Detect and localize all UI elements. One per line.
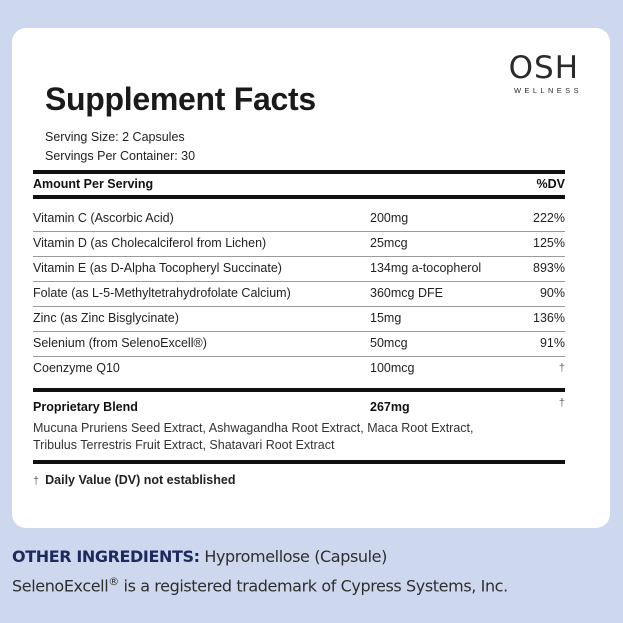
nutrient-name: Zinc (as Zinc Bisglycinate) [33,311,179,325]
table-row: Vitamin C (Ascorbic Acid) 200mg 222% [33,206,565,231]
divider [33,306,565,307]
table-row: Selenium (from SelenoExcell®) 50mcg 91% [33,331,565,356]
trademark-brand: SelenoExcell [12,576,109,596]
divider-thick [33,195,565,199]
table-row: Coenzyme Q10 100mcg † [33,356,565,381]
table-header: Amount Per Serving %DV [33,172,565,197]
nutrient-amount: 360mcg DFE [370,286,443,300]
brand-name: OSH [508,50,579,86]
trademark-text: is a registered trademark of Cypress Sys… [118,576,509,596]
other-ingredients: OTHER INGREDIENTS: Hypromellose (Capsule… [12,544,508,569]
blend-name: Proprietary Blend [33,400,138,414]
nutrient-dv: 91% [539,336,565,350]
divider-thick [33,170,565,174]
dagger-icon: † [33,475,40,487]
nutrient-dv: 125% [533,236,565,250]
serving-info: Serving Size: 2 Capsules Servings Per Co… [45,128,195,166]
amount-per-serving-label: Amount Per Serving [33,177,154,191]
nutrient-dv: 90% [539,286,565,300]
footnote: † Daily Value (DV) not established [33,473,235,487]
divider [33,231,565,232]
other-ingredients-value: Hypromellose (Capsule) [199,547,387,566]
blend-ingredients: Mucuna Pruriens Seed Extract, Ashwagandh… [33,420,533,454]
blend-ingredients-line: Tribulus Terrestris Fruit Extract, Shata… [33,438,335,452]
divider [33,331,565,332]
nutrient-amount: 50mcg [370,336,408,350]
nutrient-amount: 134mg a-tocopherol [370,261,482,275]
dagger-icon: † [558,362,565,374]
brand-logo: OSH WELLNESS [509,52,579,95]
dagger-icon: † [558,397,565,409]
divider-thick [33,460,565,464]
nutrient-name: Folate (as L-5-Methyltetrahydrofolate Ca… [33,286,291,300]
servings-per-container: Servings Per Container: 30 [45,149,196,163]
divider [33,356,565,357]
nutrient-amount: 15mg [370,311,402,325]
nutrient-dv: 136% [533,311,565,325]
nutrient-name: Vitamin E (as D-Alpha Tocopheryl Succina… [33,261,282,275]
table-row: Zinc (as Zinc Bisglycinate) 15mg 136% [33,306,565,331]
blend-amount: 267mg [370,400,410,414]
registered-icon: ® [108,575,119,588]
supplement-facts-card: OSH WELLNESS Supplement Facts Serving Si… [12,28,610,528]
nutrient-amount: 200mg [370,211,409,225]
divider [33,256,565,257]
page-title: Supplement Facts [45,81,316,117]
nutrient-amount: 100mcg [370,361,415,375]
other-ingredients-label: OTHER INGREDIENTS: [12,547,200,566]
other-ingredients-section: OTHER INGREDIENTS: Hypromellose (Capsule… [12,544,508,598]
nutrient-dv: 893% [533,261,565,275]
nutrient-name: Vitamin D (as Cholecalciferol from Liche… [33,236,267,250]
dv-label: %DV [536,177,565,191]
nutrient-amount: 25mcg [370,236,408,250]
table-row: Folate (as L-5-Methyltetrahydrofolate Ca… [33,281,565,306]
nutrient-name: Selenium (from SelenoExcell®) [33,336,207,350]
serving-size: Serving Size: 2 Capsules [45,130,185,144]
table-row: Vitamin E (as D-Alpha Tocopheryl Succina… [33,256,565,281]
trademark-notice: SelenoExcell® is a registered trademark … [12,569,508,598]
proprietary-blend-row: Proprietary Blend 267mg † [33,395,565,420]
table-row: Vitamin D (as Cholecalciferol from Liche… [33,231,565,256]
divider [33,281,565,282]
footnote-text: Daily Value (DV) not established [45,473,236,487]
nutrient-dv: 222% [533,211,565,225]
nutrient-name: Vitamin C (Ascorbic Acid) [33,211,174,225]
brand-subtitle: WELLNESS [513,86,582,95]
nutrient-name: Coenzyme Q10 [33,361,120,375]
divider-thick [33,388,565,392]
blend-ingredients-line: Mucuna Pruriens Seed Extract, Ashwagandh… [33,421,474,435]
